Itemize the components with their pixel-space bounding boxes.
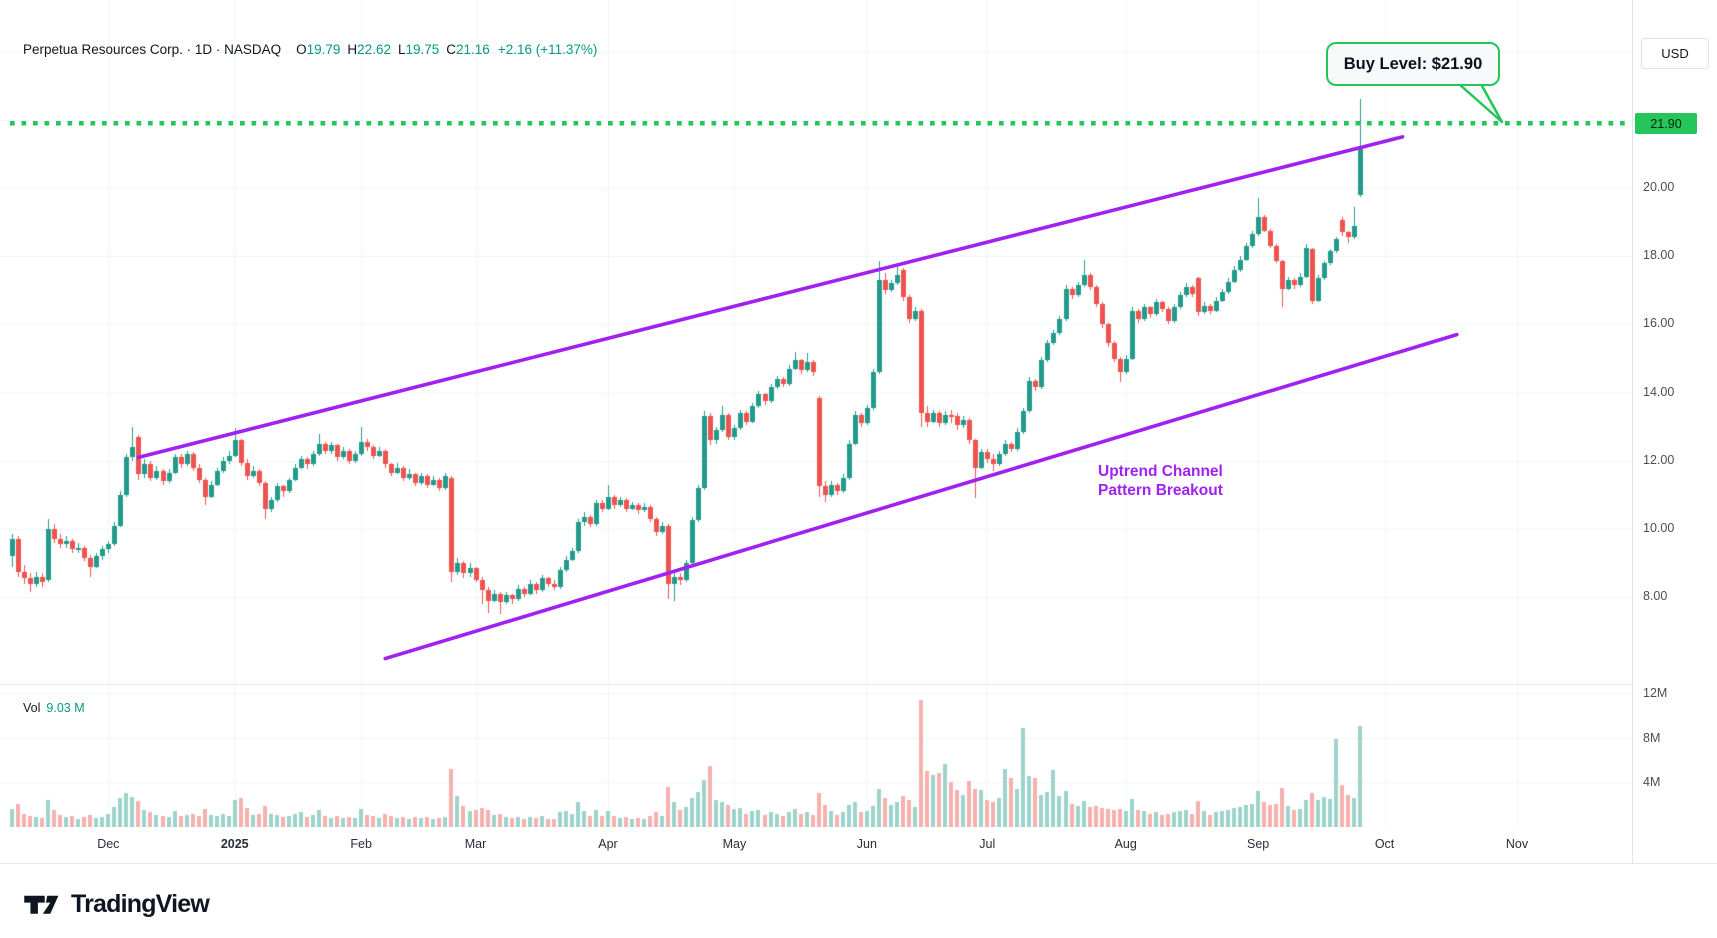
symbol-legend[interactable]: Perpetua Resources Corp. · 1D · NASDAQ O1…	[23, 42, 597, 57]
channel-pattern-label[interactable]: Uptrend Channel Pattern Breakout	[1098, 462, 1223, 500]
month-label: Jun	[856, 837, 877, 851]
tradingview-logo-icon	[23, 891, 59, 918]
month-label: Mar	[464, 837, 487, 851]
month-label: Dec	[97, 837, 120, 851]
volume-scale-label: 4M	[1643, 775, 1661, 790]
volume-legend[interactable]: Vol 9.03 M	[23, 701, 85, 715]
price-label: 10.00	[1643, 521, 1675, 535]
ohlc-value: 22.62	[357, 42, 391, 57]
month-label: Sep	[1247, 837, 1270, 851]
price-label: 14.00	[1643, 384, 1675, 399]
price-label: 18.00	[1643, 248, 1675, 263]
volume-label: Vol	[23, 701, 41, 715]
price-label: 20.00	[1643, 180, 1675, 194]
tradingview-logo[interactable]: TradingView	[23, 890, 210, 919]
ohlc-value: 19.75	[405, 42, 440, 57]
channel-pattern-label-line1: Uptrend Channel	[1098, 463, 1223, 480]
price-label: 12.00	[1643, 452, 1675, 467]
buy-level-callout[interactable]: Buy Level: $21.90	[1326, 42, 1500, 86]
month-label: Jul	[979, 837, 996, 851]
buy-level-price-badge: 21.90	[1635, 113, 1697, 134]
month-label: 2025	[220, 837, 249, 851]
footer: TradingView	[0, 863, 1717, 938]
month-label: May	[722, 837, 747, 851]
ohlc-values: O19.79 H22.62 L19.75 C21.16 +2.16 (+11.37%)	[289, 42, 597, 57]
channel-pattern-label-line2: Pattern Breakout	[1098, 482, 1223, 499]
volume-scale-label: 8M	[1643, 730, 1661, 745]
currency-button[interactable]: USD	[1641, 38, 1709, 69]
time-axis[interactable]: Dec 2025 Feb Mar Apr May Jun Jul Aug Sep Oct Nov	[0, 827, 1717, 864]
month-label: Feb	[350, 837, 372, 851]
ohlc-value: 19.79	[306, 42, 341, 57]
candlestick-chart[interactable]	[0, 0, 1632, 827]
change-value: +2.16 (+11.37%)	[497, 42, 598, 57]
symbol-title[interactable]: Perpetua Resources Corp. · 1D · NASDAQ	[23, 42, 282, 57]
brand-text: TradingView	[71, 890, 210, 918]
volume-value: 9.03 M	[46, 701, 85, 715]
ohlc-key: C	[446, 42, 457, 57]
volume-scale-label: 12M	[1643, 685, 1668, 700]
price-label: 8.00	[1643, 589, 1668, 604]
ohlc-key: O	[296, 42, 307, 57]
ohlc-key: L	[397, 42, 406, 57]
month-label: Apr	[598, 837, 618, 851]
ohlc-value: 21.16	[456, 42, 490, 57]
month-label: Nov	[1505, 837, 1529, 851]
month-label: Aug	[1114, 837, 1137, 851]
month-label: Oct	[1374, 837, 1395, 851]
ohlc-key: H	[347, 42, 358, 57]
price-label: 16.00	[1643, 316, 1675, 331]
price-axis[interactable]: USD 21.90 20.00 18.00 16.00 14.00 12.00 10.00…	[1632, 0, 1717, 863]
